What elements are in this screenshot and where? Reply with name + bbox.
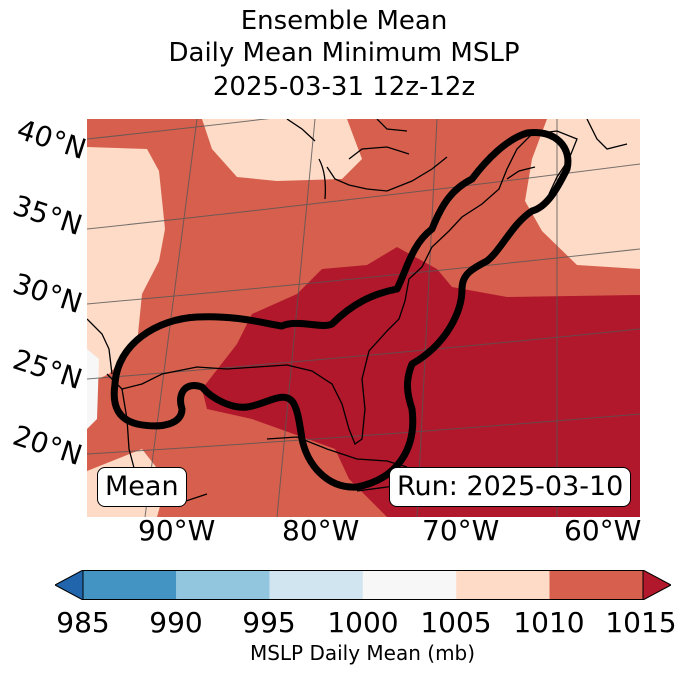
title-line-2: Daily Mean Minimum MSLP [168,38,520,68]
lat-label-20: 20°N [8,418,87,473]
colorbar-frame [82,570,644,600]
field-above-1015 [202,247,640,517]
lon-label-80: 80°W [282,514,360,547]
colorbar-extend-high [642,570,671,600]
lat-label-30: 30°N [8,266,87,321]
colorbar-tick-1010: 1010 [513,606,585,639]
field-1005-1010-west [87,147,165,384]
mslp-map [87,119,640,517]
colorbar-tick-990: 990 [149,606,203,639]
lon-label-90: 90°W [138,514,216,547]
colorbar-extend-low [55,570,84,600]
run-date-label: Run: 2025-03-10 [389,467,632,507]
lon-label-70: 70°W [422,514,500,547]
colorbar-tick-1000: 1000 [327,606,399,639]
colorbar-label: MSLP Daily Mean (mb) [249,641,476,665]
mean-label: Mean [97,467,187,507]
title-line-1: Ensemble Mean [240,6,448,36]
title-line-3: 2025-03-31 12z-12z [212,72,476,102]
lat-label-40: 40°N [12,112,91,167]
colorbar-tick-985: 985 [56,606,110,639]
lat-label-35: 35°N [8,188,87,243]
colorbar-bin-995-1000 [269,570,363,600]
lat-label-25: 25°N [8,342,87,397]
colorbar-bin-1005-1010 [456,570,550,600]
colorbar-bin-1010-1015 [549,570,643,600]
colorbar-tick-1005: 1005 [420,606,492,639]
colorbar-bin-990-995 [176,570,270,600]
contour-1010mb [110,129,572,491]
colorbar-tick-995: 995 [242,606,296,639]
colorbar [55,570,671,600]
lon-label-60: 60°W [564,514,642,547]
colorbar-tick-1015: 1015 [605,606,677,639]
colorbar-bin-985-990 [83,570,177,600]
field-1005-1010-northeast [525,119,640,269]
field-1000-1005-west [87,349,99,429]
colorbar-bin-1000-1005 [362,570,457,600]
